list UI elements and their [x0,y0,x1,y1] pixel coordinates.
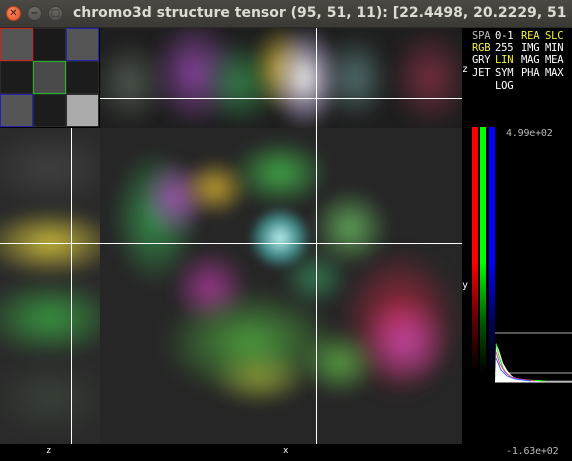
option-spa[interactable]: SPA [472,30,491,42]
thumbnail-6[interactable] [66,61,99,94]
option-rea[interactable]: REA [521,30,540,42]
green-channel-bar[interactable] [480,127,486,372]
red-channel-bar[interactable] [472,127,478,372]
thumbnail-7[interactable] [0,94,33,127]
option-slc[interactable]: SLC [545,30,564,42]
option-log[interactable]: LOG [495,80,514,92]
thumbnail-2[interactable] [33,28,66,61]
z-axis-label: z [462,64,468,75]
histogram-plot [495,332,572,383]
close-button[interactable]: ✕ [6,6,21,21]
crosshair-horizontal-main[interactable] [0,243,462,244]
option-rgb[interactable]: RGB [472,42,491,54]
viewer-canvas[interactable]: z x SPA 0-1 REA SLC RGB 255 IMG MIN GRY … [0,28,572,461]
option-img[interactable]: IMG [521,42,540,54]
option-range255[interactable]: 255 [495,42,514,54]
option-max[interactable]: MAX [545,67,564,79]
y-axis-label: y [462,280,468,291]
histogram-min-value: -1.63e+02 [506,446,559,457]
blue-channel-bar[interactable] [489,127,495,372]
option-sym[interactable]: SYM [495,67,514,79]
minimize-icon: − [30,8,39,19]
yz-slice-view[interactable] [0,128,100,444]
xz-slice-view[interactable] [100,28,462,128]
crosshair-vertical-main[interactable] [316,28,317,444]
yz-axis-label: z [46,446,52,456]
minimize-button[interactable]: − [27,6,42,21]
control-panel: SPA 0-1 REA SLC RGB 255 IMG MIN GRY LIN … [462,28,572,461]
xy-slice-view[interactable] [100,128,462,444]
thumbnail-9[interactable] [66,94,99,127]
thumbnail-green[interactable] [33,61,66,94]
window-title: chromo3d structure tensor (95, 51, 11): … [73,5,568,21]
thumbnail-3[interactable] [66,28,99,61]
close-icon: ✕ [9,8,18,19]
histogram-max-value: 4.99e+02 [506,128,553,139]
thumbnail-xy-red[interactable] [0,28,33,61]
option-range01[interactable]: 0-1 [495,30,514,42]
thumbnail-8[interactable] [33,94,66,127]
title-bar: ✕ − □ chromo3d structure tensor (95, 51,… [0,0,572,28]
option-lin[interactable]: LIN [495,54,514,66]
crosshair-vertical-left[interactable] [71,128,72,444]
maximize-icon: □ [50,8,61,19]
option-mea[interactable]: MEA [545,54,564,66]
maximize-button[interactable]: □ [48,6,63,21]
option-min[interactable]: MIN [545,42,564,54]
xy-axis-label: x [283,446,289,456]
option-pha[interactable]: PHA [521,67,540,79]
option-mag[interactable]: MAG [521,54,540,66]
option-jet[interactable]: JET [472,67,491,79]
option-gry[interactable]: GRY [472,54,491,66]
thumbnail-4[interactable] [0,61,33,94]
crosshair-horizontal-top[interactable] [100,98,462,99]
